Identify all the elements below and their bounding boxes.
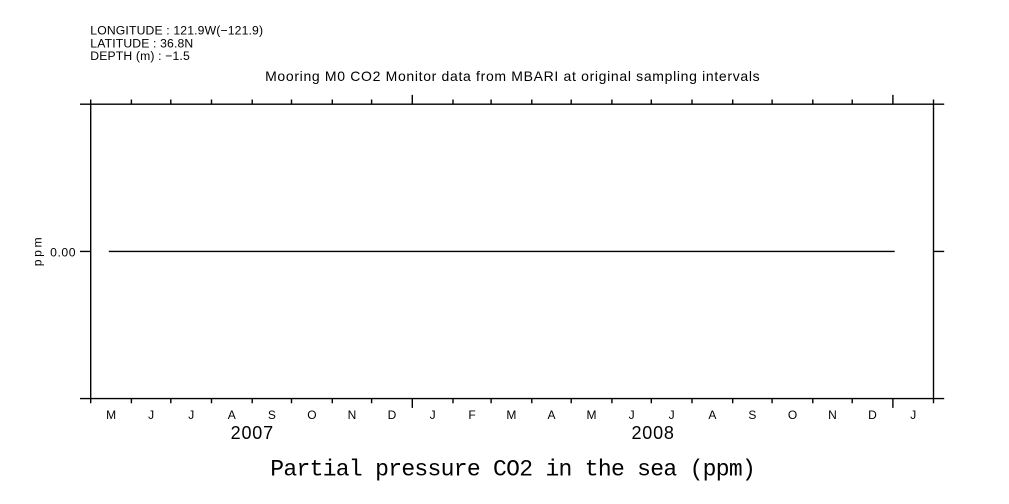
svg-text:DEPTH (m) : −1.5: DEPTH (m) : −1.5 [90,49,190,63]
svg-text:J: J [188,408,194,422]
svg-text:0.00: 0.00 [50,246,76,260]
svg-text:D: D [388,408,397,422]
svg-text:S: S [268,408,276,422]
svg-text:A: A [547,408,555,422]
svg-text:S: S [748,408,756,422]
svg-text:M: M [106,408,116,422]
svg-text:J: J [148,408,154,422]
svg-text:J: J [430,408,436,422]
svg-text:Partial pressure CO2 in the se: Partial pressure CO2 in the sea (ppm) [270,457,755,483]
svg-text:ppm: ppm [31,235,45,267]
svg-text:A: A [228,408,236,422]
svg-text:LATITUDE : 36.8N: LATITUDE : 36.8N [90,36,193,50]
svg-text:J: J [669,408,675,422]
svg-text:N: N [348,408,357,422]
svg-text:F: F [468,408,475,422]
svg-text:J: J [910,408,916,422]
svg-text:O: O [788,408,797,422]
svg-text:J: J [629,408,635,422]
svg-text:A: A [708,408,716,422]
svg-text:D: D [868,408,877,422]
svg-text:M: M [587,408,597,422]
svg-text:Mooring M0 CO2 Monitor data fr: Mooring M0 CO2 Monitor data from MBARI a… [265,68,760,84]
svg-text:LONGITUDE : 121.9W(−121.9): LONGITUDE : 121.9W(−121.9) [90,24,263,38]
svg-text:2008: 2008 [631,423,674,443]
svg-text:N: N [828,408,837,422]
svg-text:O: O [307,408,316,422]
svg-text:2007: 2007 [231,423,274,443]
svg-text:M: M [506,408,516,422]
